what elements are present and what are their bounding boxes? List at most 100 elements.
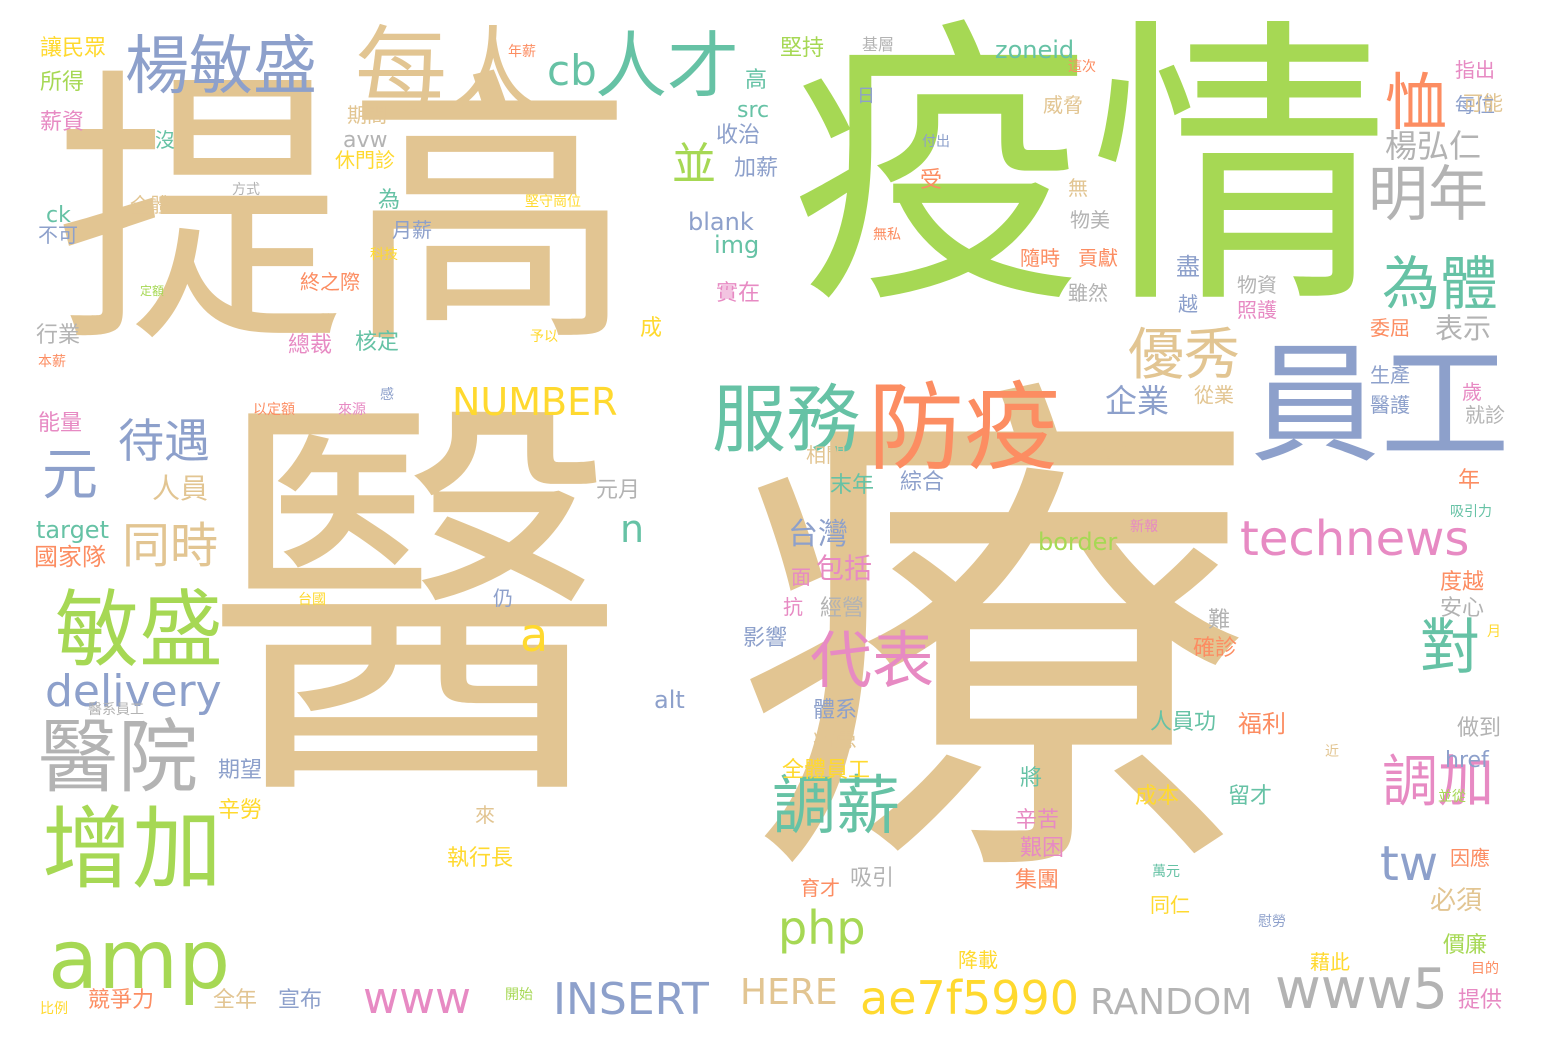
word-guojiadui: 國家隊 [34,543,106,571]
word-xiangguan: 相關 [806,443,846,467]
word-zengjia: 增加 [42,797,222,902]
word-insert: INSERT [553,974,709,1025]
word-php: php [778,901,866,955]
word-nan: 難 [1208,608,1231,633]
word-zhaohu: 照護 [1237,298,1277,322]
word-baokuo: 包括 [816,552,873,585]
word-xuanbu: 宣布 [278,988,323,1013]
word-youxiu: 優秀 [1128,323,1240,388]
word-zhiben: 之本 [1093,438,1133,462]
word-ri: 日 [857,86,875,107]
word-weiqu: 委屈 [1370,316,1410,340]
word-yinying: 因應 [1450,846,1490,870]
word-rangminzhong: 讓民眾 [40,36,107,61]
word-wusi: 無私 [873,227,901,243]
word-xu: 恤 [1385,66,1448,139]
word-zoneid: zoneid [995,36,1075,64]
word-quantiyuangong: 全體員工 [782,758,871,783]
word-mian: 面 [791,565,811,589]
word-keji: 科技 [370,247,398,263]
word-tiaojia: 調加 [1382,750,1494,815]
word-jiang: 將 [1020,766,1043,791]
word-cheng: 成 [640,316,663,341]
word-tigong: 提供 [1458,988,1503,1013]
word-mingnian: 明年 [1368,160,1488,230]
word-dui: 對 [1420,613,1480,683]
word-yuan: 元 [42,443,98,508]
word-xiyin: 吸引 [850,866,895,891]
word-yixiyuangong: 醫系員工 [88,702,144,718]
word-rencai: 人才 [595,24,740,108]
word-ae7f5990: ae7f5990 [860,971,1080,1025]
word-wu: 無 [1068,176,1088,200]
word-suishi: 隨時 [1020,246,1060,270]
word-img: img [714,231,760,259]
word-wuzi: 物資 [1237,273,1277,297]
word-bingbian: 病患 [813,728,858,753]
word-href: href [1445,748,1489,773]
word-renyuan: 人員 [152,472,209,505]
word-technews: technews [1240,511,1470,567]
word-daiyu: 待遇 [118,414,210,468]
word-congye: 從業 [1194,383,1234,407]
word-gao: 高 [745,68,768,93]
word-kang: 抗 [783,595,803,619]
word-taidian: 台國 [298,592,326,608]
word-qiwang: 期望 [218,758,263,783]
word-yiyuan: 醫院 [38,711,198,804]
word-border: border [1038,528,1118,556]
word-sui: 歲 [1462,380,1482,404]
word-shou: 受 [920,168,943,193]
word-bixu: 必須 [1430,886,1483,916]
word-gongxian: 貢獻 [1078,246,1118,270]
word-jianshou: 堅守崗位 [525,194,581,210]
word-suiran: 雖然 [1068,281,1108,305]
word-hexin: 核定 [355,330,400,355]
word-bingcong: 並從 [1438,789,1466,805]
word-jituan: 集團 [1015,868,1060,893]
word-kaishi: 開始 [505,987,533,1003]
word-random: RANDOM [1090,982,1253,1023]
word-xinbao: 新報 [1130,519,1158,535]
word-yuangong: 員工 [1250,329,1511,481]
word-duyue: 度越 [1440,570,1485,595]
word-xiumenzhen: 休門診 [335,148,395,172]
word-tongren: 同仁 [1150,893,1190,917]
word-mei-wei: 每位 [1455,93,1495,117]
word-fuwu: 服務 [712,377,860,463]
word-wei: 為 [378,188,401,213]
word-yangminsheng: 楊敏盛 [125,30,317,104]
word-yingxiang: 影響 [743,626,788,651]
word-jingzhengli: 競爭力 [88,988,155,1013]
word-buke: 不可 [38,223,78,247]
word-xiyinli: 吸引力 [1450,504,1492,520]
word-quannian: 全年 [213,988,258,1013]
word-fuli: 福利 [1238,710,1286,738]
word-weilao: 慰勞 [1258,914,1286,930]
word-tiaoxin: 調薪 [772,770,900,844]
word-liao: 療 [735,337,1255,943]
word-yue: 越 [1178,292,1198,316]
word-cb: cb [547,46,597,95]
word-keneng: 可能 [1463,91,1503,115]
word-renyuangong: 人員功 [1150,710,1217,735]
word-target: target [36,516,109,544]
word-bili: 比例 [40,1001,68,1017]
word-daibiao: 代表 [810,624,935,697]
word-zhongnian: 末年 [830,473,875,498]
word-alt: alt [654,686,685,714]
word-www5: www5 [1275,957,1449,1022]
word-minsheng: 敏盛 [55,581,224,679]
word-n: n [620,507,645,551]
word-zonghe: 綜合 [900,470,945,495]
word-meiyou: 沒 [155,128,175,152]
word-yuyi: 予以 [530,329,558,345]
word-dinge: 定額 [140,284,165,298]
word-qijian: 期間 [347,103,387,127]
word-tongshi: 同時 [122,518,219,574]
word-lai: 來 [475,803,495,827]
word-xinlao: 辛勞 [218,798,263,823]
word-wumei: 物美 [1070,208,1110,232]
word-laiyuan: 來源 [338,402,366,418]
word-zheci: 這次 [1068,59,1096,75]
